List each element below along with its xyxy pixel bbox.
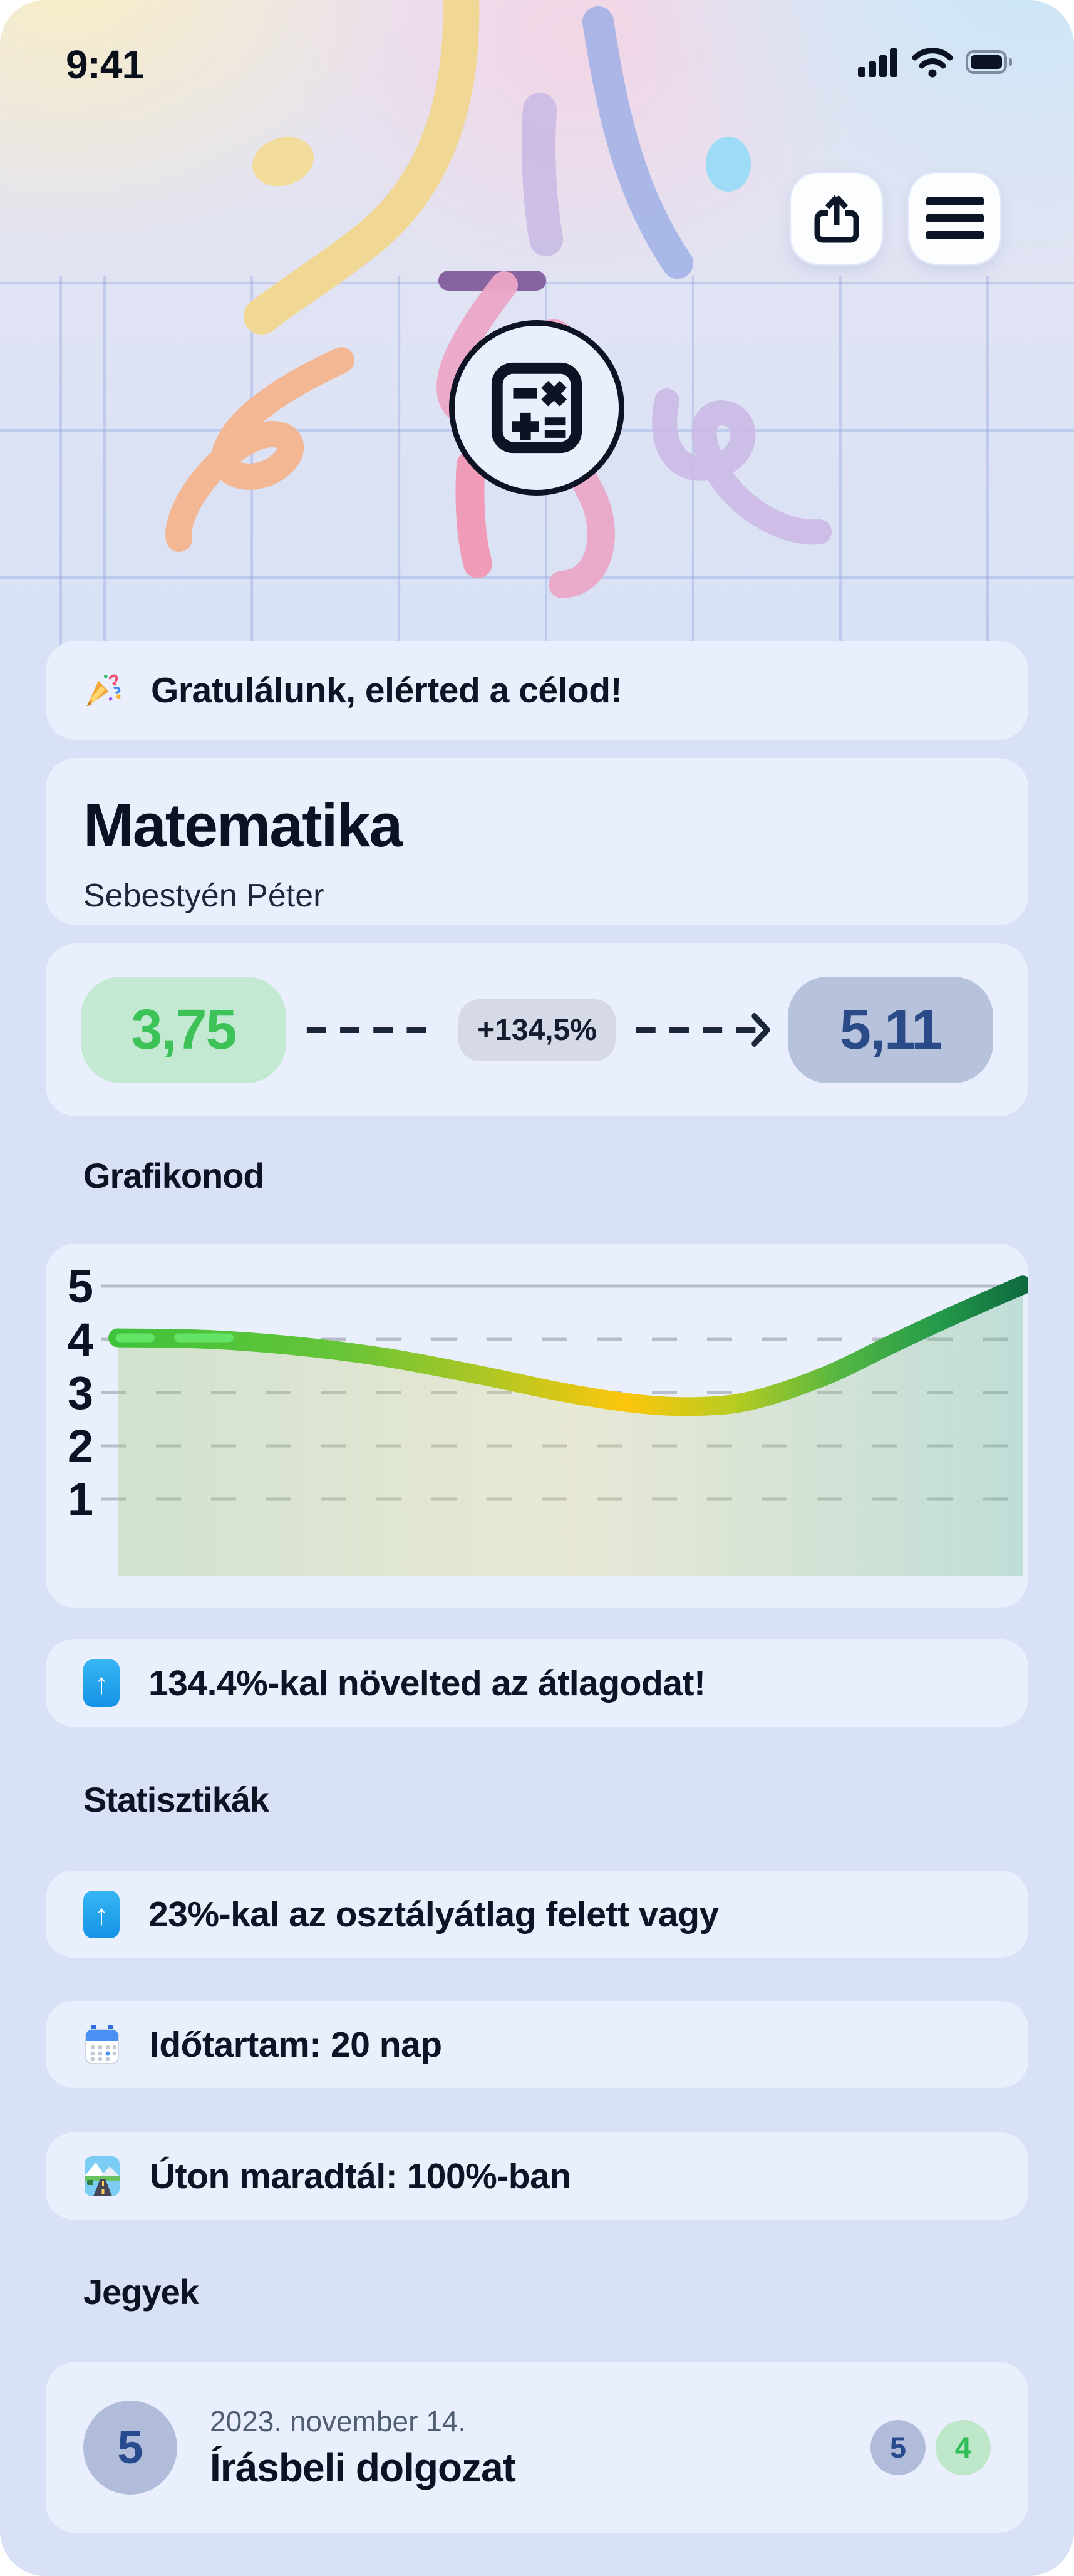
grade-list-item[interactable]: 5 2023. november 14. Írásbeli dolgozat 5… <box>46 2362 1028 2533</box>
stat-on-track: Úton maradtál: 100%-ban <box>46 2132 1028 2220</box>
congrats-text: Gratulálunk, elérted a célod! <box>151 670 622 710</box>
menu-button[interactable] <box>907 171 1002 266</box>
share-button[interactable] <box>789 171 884 266</box>
calculator-icon <box>491 362 582 454</box>
y-axis-tick: 2 <box>68 1420 93 1472</box>
grade-badge: 4 <box>936 2419 991 2475</box>
status-bar: 9:41 <box>0 38 1074 94</box>
grade-date: 2023. november 14. <box>210 2404 467 2438</box>
average-increase-text: 134.4%-kal növelted az átlagodat! <box>148 1663 706 1703</box>
stat-text: Időtartam: 20 nap <box>150 2024 442 2065</box>
up-arrow-icon <box>83 1659 120 1707</box>
header-actions <box>789 171 1002 266</box>
end-average-pill: 5,11 <box>788 977 994 1083</box>
progress-dashes-left <box>306 1027 438 1033</box>
grade-title: Írásbeli dolgozat <box>210 2444 516 2490</box>
y-axis-tick: 3 <box>68 1367 93 1419</box>
grade-badges: 5 4 <box>870 2419 991 2475</box>
grade-average-circle: 5 <box>83 2400 177 2495</box>
stat-text: 23%-kal az osztályátlag felett vagy <box>148 1894 719 1935</box>
chart-section-title: Grafikonod <box>83 1156 265 1195</box>
status-time: 9:41 <box>66 42 144 87</box>
stat-above-class-average: 23%-kal az osztályátlag felett vagy <box>46 1871 1028 1958</box>
up-arrow-icon <box>83 1890 120 1938</box>
confetti-doodles <box>165 0 832 598</box>
stats-section-title: Statisztikák <box>83 1780 269 1819</box>
subject-card: Matematika Sebestyén Péter <box>46 758 1028 925</box>
party-popper-icon <box>83 671 122 710</box>
share-icon <box>814 195 859 242</box>
average-progress-card: 3,75 +134,5% 5,11 <box>46 943 1028 1116</box>
y-axis-tick: 1 <box>68 1473 93 1525</box>
stat-duration: Időtartam: 20 nap <box>46 2001 1028 2088</box>
stat-text: Úton maradtál: 100%-ban <box>150 2156 571 2196</box>
start-average-pill: 3,75 <box>81 977 286 1083</box>
grade-badge: 5 <box>870 2419 926 2475</box>
subject-badge <box>449 320 624 496</box>
cellular-signal-icon <box>858 48 897 77</box>
calendar-icon <box>83 2023 121 2066</box>
motorway-icon <box>83 2155 121 2198</box>
chart-area-fill <box>118 1285 1023 1576</box>
grades-section-title: Jegyek <box>83 2272 199 2312</box>
progress-dashes-right <box>636 1013 770 1047</box>
average-increase-card: 134.4%-kal növelted az átlagodat! <box>46 1639 1028 1727</box>
wifi-icon <box>912 48 953 78</box>
change-percent-chip: +134,5% <box>458 999 616 1061</box>
chart-line <box>108 1275 1028 1416</box>
teacher-name: Sebestyén Péter <box>83 878 324 914</box>
battery-icon <box>966 50 1012 74</box>
y-axis-tick: 4 <box>68 1314 93 1366</box>
congrats-card: Gratulálunk, elérted a célod! <box>46 641 1028 740</box>
y-axis-tick: 5 <box>68 1260 93 1312</box>
hamburger-menu-icon <box>926 197 984 239</box>
subject-title: Matematika <box>83 791 403 860</box>
